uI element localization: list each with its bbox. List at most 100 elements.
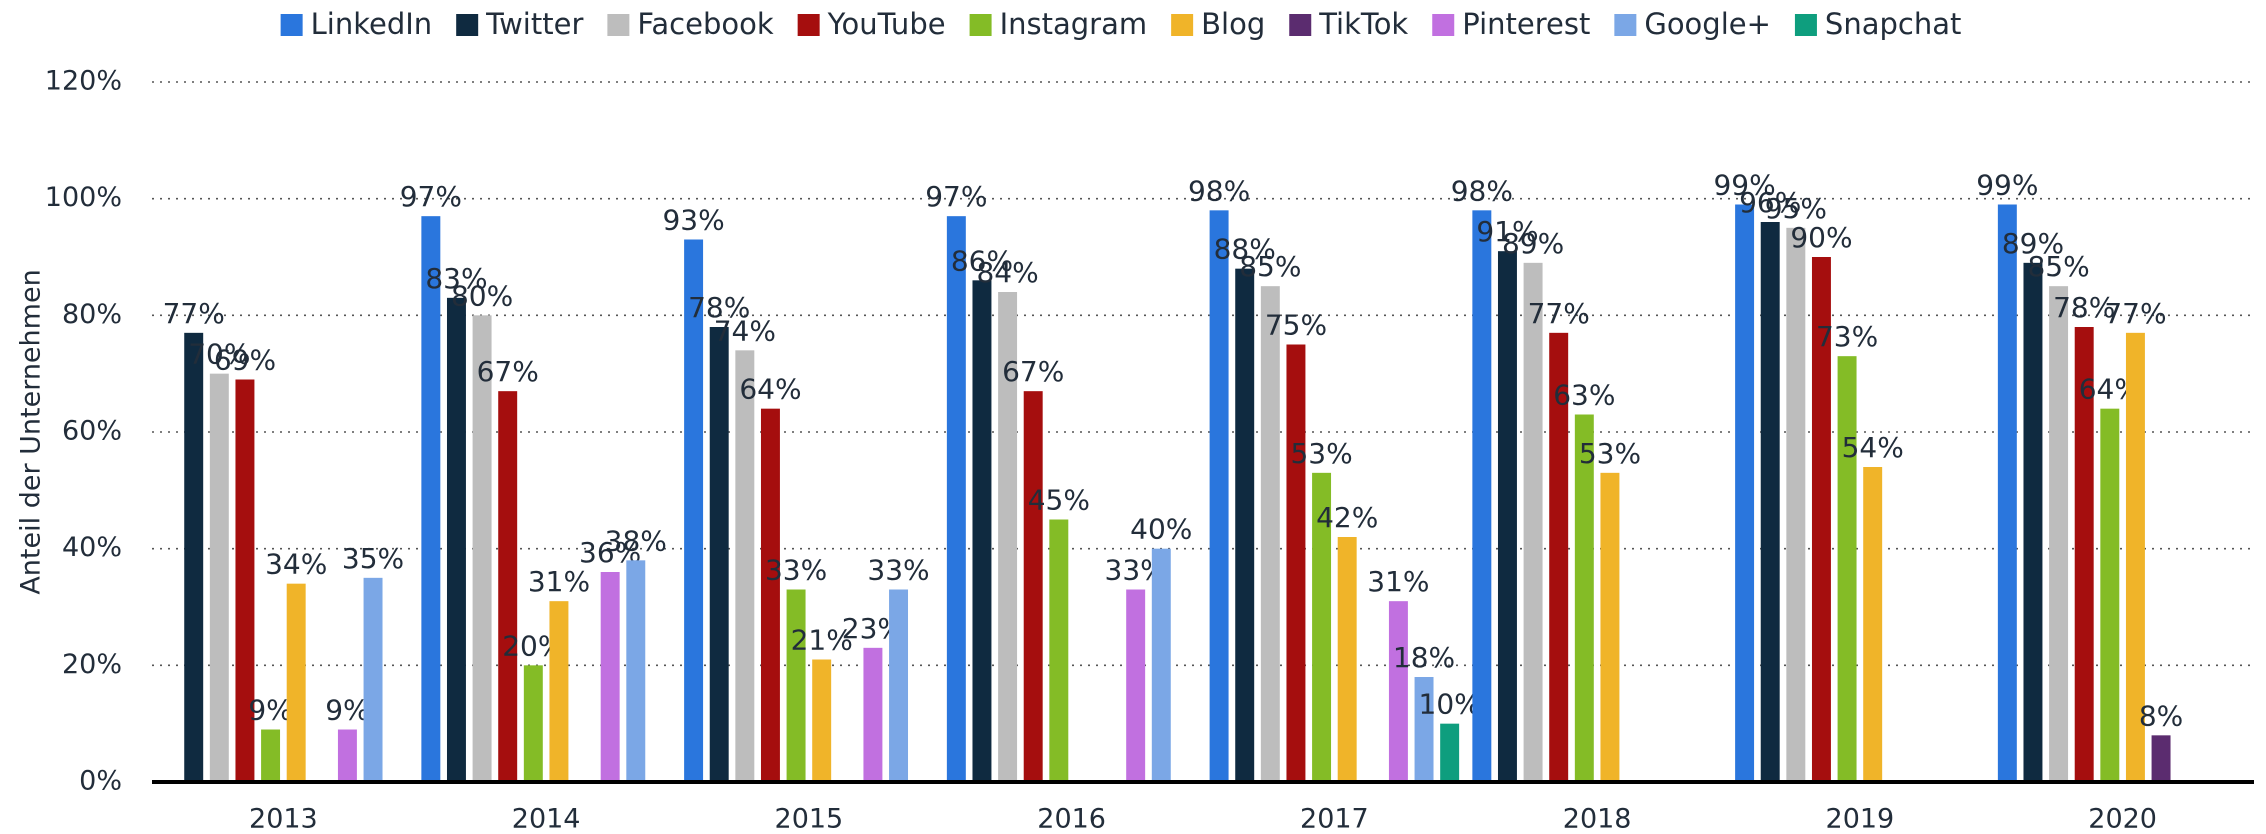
data-label: 35% <box>342 542 404 575</box>
data-label: 99% <box>1713 169 1775 202</box>
data-label: 40% <box>1130 513 1192 546</box>
bar <box>972 280 992 782</box>
data-label: 21% <box>791 624 853 657</box>
data-label: 95% <box>1765 192 1827 225</box>
bar <box>2023 262 2043 782</box>
x-tick-label: 2018 <box>1563 804 1632 834</box>
legend-swatch <box>607 14 630 36</box>
data-label: 93% <box>662 204 724 237</box>
bar <box>472 315 492 782</box>
bar <box>1260 286 1280 782</box>
data-label: 8% <box>2139 699 2183 732</box>
data-label: 67% <box>1002 355 1064 388</box>
bar <box>1049 519 1069 782</box>
data-label: 86% <box>951 244 1013 277</box>
bar <box>209 373 229 782</box>
data-label: 31% <box>1367 565 1429 598</box>
data-label: 98% <box>1451 174 1513 207</box>
x-tick-label: 2020 <box>2088 804 2157 834</box>
bar <box>626 560 646 782</box>
legend-swatch <box>1794 14 1817 36</box>
data-label: 88% <box>1214 233 1276 266</box>
data-label: 54% <box>1842 431 1904 464</box>
bar <box>2151 735 2171 782</box>
data-label: 80% <box>451 279 513 312</box>
bar <box>1811 257 1831 782</box>
bar <box>261 729 281 782</box>
data-label: 89% <box>2002 227 2064 260</box>
bar <box>421 216 441 782</box>
bar <box>498 391 518 782</box>
bar <box>600 572 620 782</box>
data-label: 77% <box>163 297 225 330</box>
data-label: 74% <box>714 314 776 347</box>
data-label: 99% <box>1976 169 2038 202</box>
bar <box>1760 222 1780 782</box>
legend-swatch <box>797 14 820 36</box>
bar <box>1151 548 1171 782</box>
bar <box>1600 472 1620 782</box>
y-axis-label: Anteil der Unternehmen <box>16 269 47 594</box>
legend-label: Snapchat <box>1825 7 1961 41</box>
y-tick-label: 80% <box>62 299 122 330</box>
legend-swatch <box>1432 14 1455 36</box>
bar <box>446 297 466 782</box>
data-label: 97% <box>400 180 462 213</box>
bar <box>1523 262 1543 782</box>
bar <box>235 379 255 782</box>
data-label: 90% <box>1790 221 1852 254</box>
legend-swatch <box>969 14 992 36</box>
data-label: 84% <box>976 256 1038 289</box>
bar <box>1837 356 1857 782</box>
data-label: 53% <box>1290 437 1352 470</box>
x-tick-label: 2017 <box>1300 804 1369 834</box>
data-label: 70% <box>188 338 250 371</box>
bar <box>1574 414 1594 782</box>
x-tick-label: 2015 <box>775 804 844 834</box>
data-label: 85% <box>2027 250 2089 283</box>
data-label: 77% <box>1528 297 1590 330</box>
data-label: 78% <box>2053 291 2115 324</box>
data-label: 38% <box>605 524 667 557</box>
bar <box>760 408 780 782</box>
data-label: 33% <box>867 554 929 587</box>
bar <box>1209 210 1229 783</box>
data-label: 9% <box>325 694 369 727</box>
bar <box>1735 204 1755 782</box>
data-label: 78% <box>688 291 750 324</box>
legend-swatch <box>1171 14 1194 36</box>
bar <box>1997 204 2017 782</box>
bar <box>2125 332 2145 782</box>
data-label: 73% <box>1816 320 1878 353</box>
bar <box>1786 227 1806 783</box>
data-label: 96% <box>1739 186 1801 219</box>
data-label: 89% <box>1502 227 1564 260</box>
legend-label: LinkedIn <box>311 7 433 41</box>
data-label: 45% <box>1028 484 1090 517</box>
bar <box>863 647 883 782</box>
bar <box>2049 286 2069 782</box>
legend-swatch <box>280 14 303 36</box>
data-label: 77% <box>2104 297 2166 330</box>
x-tick-label: 2013 <box>249 804 318 834</box>
bar <box>184 332 204 782</box>
bar <box>1312 472 1332 782</box>
data-label: 34% <box>265 548 327 581</box>
legend-label: Pinterest <box>1462 7 1590 41</box>
y-tick-label: 60% <box>62 416 122 447</box>
bar <box>1337 537 1357 782</box>
legend-label: Twitter <box>485 7 583 41</box>
data-label: 67% <box>477 355 539 388</box>
bar <box>998 292 1018 782</box>
legend-swatch <box>1289 14 1312 36</box>
data-label: 98% <box>1188 174 1250 207</box>
bar <box>1440 723 1460 782</box>
bar <box>735 350 755 782</box>
data-label: 31% <box>528 565 590 598</box>
legend-label: Blog <box>1201 7 1265 41</box>
data-label: 91% <box>1476 215 1538 248</box>
data-label: 63% <box>1553 379 1615 412</box>
data-label: 97% <box>925 180 987 213</box>
data-label: 53% <box>1579 437 1641 470</box>
